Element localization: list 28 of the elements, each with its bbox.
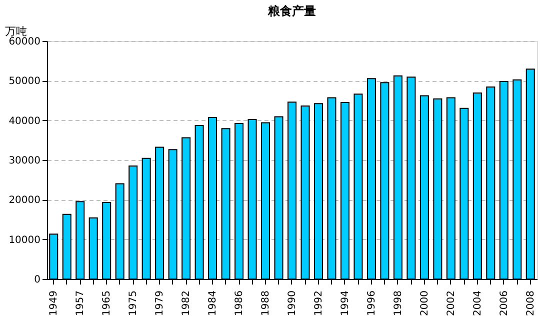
y-tick-label: 10000	[8, 234, 40, 246]
y-axis-title: 万吨	[5, 25, 27, 38]
x-tick-label: 1957	[75, 290, 86, 316]
x-tick-label: 2004	[472, 290, 484, 316]
x-tick-label: 1975	[128, 290, 140, 316]
x-tick-label: 2008	[525, 290, 536, 316]
x-tick-label: 1994	[340, 290, 351, 316]
x-tick-label: 1979	[154, 290, 166, 316]
x-tick-label: 1949	[48, 290, 60, 316]
x-tick-label: 1988	[260, 290, 272, 316]
x-tick-label: 2006	[498, 290, 510, 316]
y-tick-label: 50000	[8, 76, 40, 88]
y-tick-label: 0	[34, 274, 40, 286]
y-tick-label: 60000	[8, 36, 40, 48]
chart-title: 粮食产量	[267, 4, 316, 18]
x-tick-label: 1965	[102, 290, 113, 316]
x-tick-label: 2000	[419, 290, 430, 316]
x-tick-label: 1998	[392, 290, 404, 316]
x-tick-label: 1992	[313, 290, 324, 316]
x-tick-label: 2002	[446, 290, 457, 316]
y-tick-label: 20000	[8, 195, 40, 206]
x-tick-label: 1984	[208, 290, 219, 316]
x-tick-label: 1982	[181, 290, 192, 316]
x-tick-label: 1996	[366, 290, 378, 316]
x-tick-label: 1986	[234, 290, 246, 316]
y-tick-label: 30000	[8, 156, 40, 166]
x-tick-label: 1990	[287, 290, 298, 316]
y-tick-label: 40000	[8, 116, 40, 127]
